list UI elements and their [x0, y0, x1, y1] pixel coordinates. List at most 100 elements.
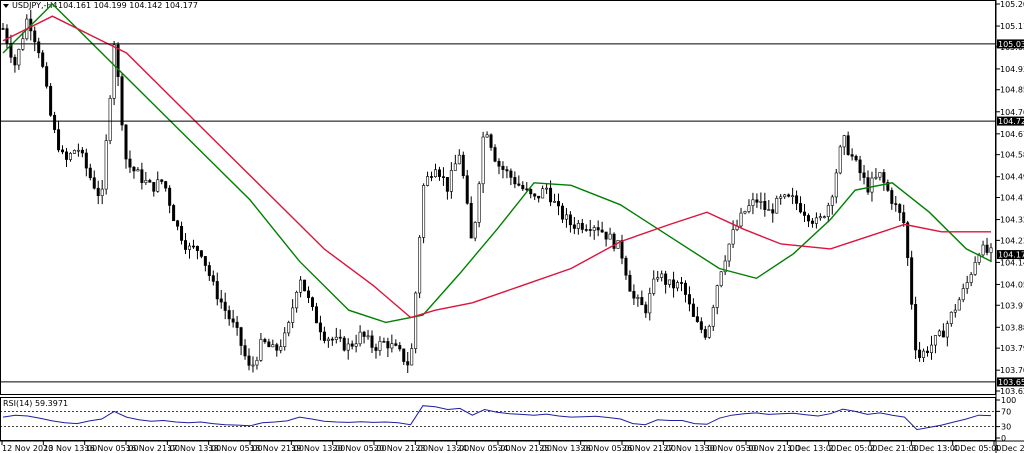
candle-body	[560, 205, 564, 220]
candle	[572, 217, 576, 235]
candle-body	[168, 187, 172, 206]
candle-body	[362, 331, 366, 337]
candle	[160, 179, 164, 185]
candle-body	[120, 76, 124, 126]
candle-body	[517, 183, 521, 186]
collapse-arrow-icon[interactable]	[3, 4, 9, 8]
candle-body	[231, 318, 235, 323]
candle-body	[898, 204, 902, 213]
candle-body	[806, 215, 810, 222]
level-tag	[997, 116, 1024, 126]
candle-body	[596, 227, 600, 231]
candle	[898, 203, 902, 221]
candle-body	[481, 136, 485, 185]
chart-header: USDJPY,-H4 104.161 104.199 104.142 104.1…	[3, 1, 198, 10]
candle-body	[747, 205, 751, 212]
candle-body	[937, 330, 941, 336]
candle	[890, 187, 894, 210]
time-tick-label: 2 Dec 21:00	[870, 444, 919, 453]
candle-body	[160, 179, 164, 182]
candle-body	[779, 196, 783, 199]
candle-body	[981, 244, 985, 256]
price-tick-label: 104.495	[1000, 173, 1024, 182]
candle-body	[636, 297, 640, 299]
time-tick-label: 18 Nov 21:00	[250, 444, 304, 453]
candle	[711, 304, 715, 332]
candle-body	[207, 265, 211, 276]
candle-body	[410, 348, 414, 366]
candle	[215, 272, 219, 306]
candle-body	[164, 181, 168, 189]
candle-body	[445, 177, 449, 192]
ohlc-label: 104.161 104.199 104.142 104.177	[58, 1, 198, 10]
candle	[445, 177, 449, 200]
candle	[676, 280, 680, 292]
candle-body	[318, 322, 322, 333]
candle	[64, 147, 68, 167]
candle	[759, 192, 763, 210]
candle	[307, 286, 311, 304]
time-tick-label: 23 Nov 13:00	[415, 444, 469, 453]
candle	[172, 203, 176, 222]
candle	[874, 168, 878, 180]
candle-body	[49, 85, 53, 116]
candle-body	[330, 338, 334, 341]
candle-body	[933, 335, 937, 346]
candle	[96, 180, 100, 205]
candle-body	[243, 345, 247, 357]
candle	[596, 220, 600, 237]
rsi-line-group	[2, 405, 992, 431]
candle-body	[501, 165, 505, 170]
candle-body	[985, 244, 989, 253]
candle-body	[346, 343, 350, 351]
candle	[322, 326, 326, 344]
candle-body	[791, 195, 795, 198]
candle	[187, 242, 191, 259]
candle	[933, 335, 937, 354]
candle-body	[453, 163, 457, 171]
candle	[989, 243, 993, 263]
candle	[370, 330, 374, 354]
candle	[45, 62, 49, 89]
candle	[33, 26, 37, 52]
candle-body	[295, 291, 299, 309]
time-tick-label: 26 Nov 21:00	[622, 444, 676, 453]
rsi-tick-label: 30	[1001, 423, 1011, 432]
candle	[513, 171, 517, 189]
candle-body	[830, 196, 834, 206]
candle-body	[989, 247, 993, 253]
candle	[457, 149, 461, 165]
candle-body	[822, 216, 826, 218]
candle	[822, 215, 826, 219]
candle	[176, 219, 180, 231]
candle	[354, 334, 358, 353]
candle	[604, 231, 608, 247]
candle	[719, 271, 723, 288]
time-tick-label: 12 Nov 2020	[2, 444, 53, 453]
candle	[521, 181, 525, 192]
candle	[390, 334, 394, 353]
candle-body	[668, 279, 672, 285]
candle	[132, 165, 136, 179]
candle-body	[922, 350, 926, 358]
candle	[739, 207, 743, 229]
candle-body	[96, 187, 100, 196]
candle	[703, 325, 707, 340]
level-tag	[997, 39, 1024, 49]
candle	[810, 217, 814, 228]
candle-body	[406, 361, 410, 366]
candle	[41, 50, 45, 69]
time-tick-label: 4 Dec 21:00	[994, 444, 1024, 453]
candle-body	[386, 341, 390, 349]
candle-body	[322, 331, 326, 341]
candle	[945, 320, 949, 347]
candle	[564, 208, 568, 228]
candle	[330, 336, 334, 346]
candle	[652, 270, 656, 296]
level-tag	[997, 377, 1024, 387]
horizontal-levels[interactable]: 105.037 104.722 103.657	[0, 39, 1024, 387]
candle-body	[652, 278, 656, 294]
candle	[922, 348, 926, 363]
